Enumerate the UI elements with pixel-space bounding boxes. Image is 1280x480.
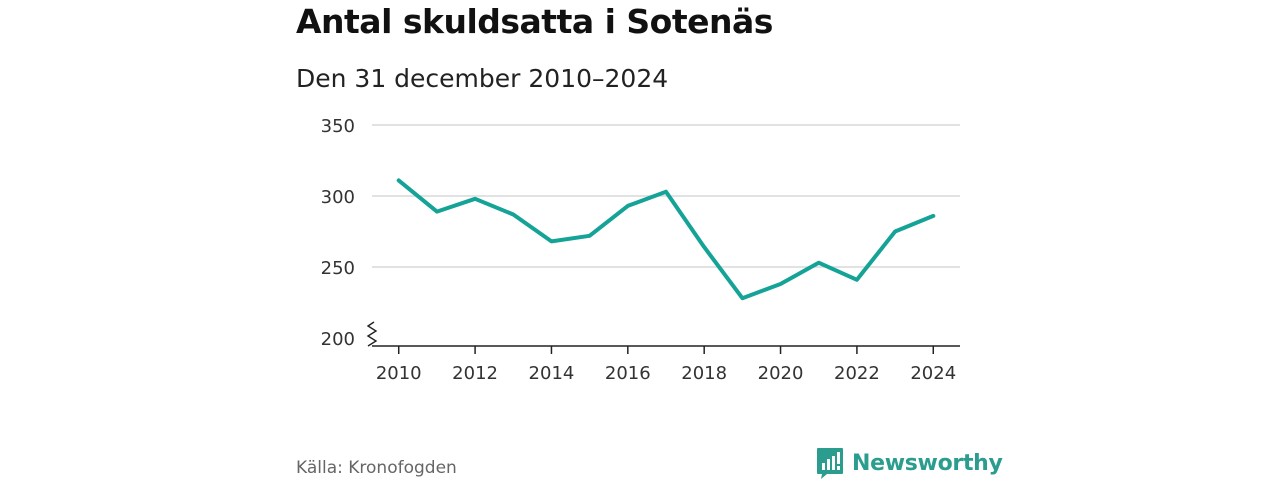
x-tick-label: 2010 bbox=[376, 363, 422, 384]
data-point bbox=[893, 230, 897, 234]
x-tick-label: 2014 bbox=[529, 363, 575, 384]
data-point bbox=[702, 245, 706, 249]
y-tick-label: 250 bbox=[321, 258, 355, 279]
data-point bbox=[549, 239, 553, 243]
x-axis-ticks bbox=[397, 346, 935, 354]
source-credit: Källa: Kronofogden bbox=[296, 458, 457, 478]
data-point bbox=[855, 278, 859, 282]
x-tick-label: 2024 bbox=[910, 363, 956, 384]
y-axis-labels: 200 250 300 350 bbox=[321, 116, 355, 350]
axis-break-icon bbox=[366, 321, 378, 347]
data-point bbox=[511, 212, 515, 216]
brand-name: Newsworthy bbox=[852, 451, 1003, 476]
data-point bbox=[397, 178, 401, 182]
data-point bbox=[779, 282, 783, 286]
x-tick-label: 2016 bbox=[605, 363, 651, 384]
data-point bbox=[473, 197, 477, 201]
x-tick-label: 2012 bbox=[452, 363, 498, 384]
data-point bbox=[817, 261, 821, 265]
y-tick-label: 300 bbox=[321, 187, 355, 208]
data-point bbox=[740, 296, 744, 300]
newsworthy-logo-icon bbox=[817, 448, 843, 479]
data-point bbox=[626, 204, 630, 208]
chart-subtitle: Den 31 december 2010–2024 bbox=[296, 64, 669, 93]
data-point bbox=[435, 210, 439, 214]
brand-logo: Newsworthy bbox=[816, 447, 1003, 480]
data-point bbox=[931, 214, 935, 218]
grid-lines bbox=[372, 124, 960, 268]
data-point bbox=[588, 234, 592, 238]
x-axis-labels: 2010 2012 2014 2016 2018 2020 2022 2024 bbox=[376, 363, 956, 384]
y-tick-label: 350 bbox=[321, 116, 355, 137]
x-tick-label: 2018 bbox=[681, 363, 727, 384]
x-tick-label: 2020 bbox=[758, 363, 804, 384]
y-tick-label: 200 bbox=[321, 329, 355, 350]
series-line bbox=[396, 178, 936, 301]
chart-title: Antal skuldsatta i Sotenäs bbox=[296, 2, 773, 41]
x-tick-label: 2022 bbox=[834, 363, 880, 384]
data-point bbox=[664, 190, 668, 194]
